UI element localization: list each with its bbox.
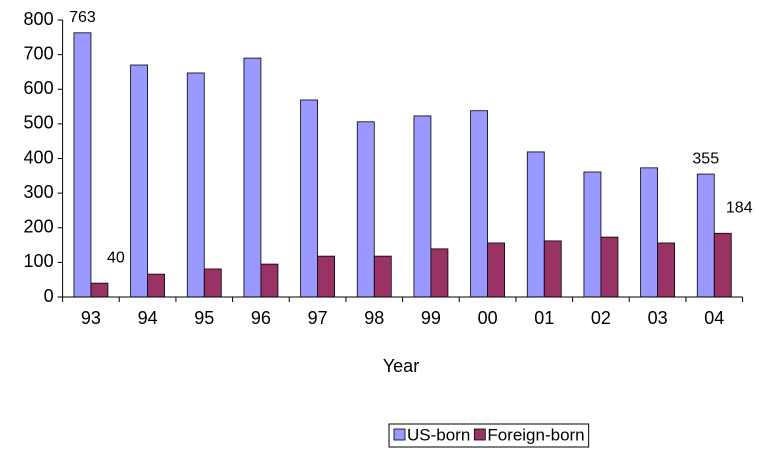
bar bbox=[203, 268, 222, 298]
y-tick-label: 0 bbox=[44, 286, 54, 306]
x-tick-label: 00 bbox=[478, 308, 498, 328]
bar bbox=[640, 167, 658, 298]
bar bbox=[243, 57, 262, 298]
bar bbox=[526, 151, 545, 298]
legend-label: Foreign-born bbox=[487, 425, 584, 444]
y-tick-label: 300 bbox=[24, 182, 54, 202]
y-tick-label: 400 bbox=[24, 147, 54, 167]
x-tick-label: 99 bbox=[421, 308, 441, 328]
bar bbox=[130, 64, 149, 298]
legend-swatch bbox=[393, 428, 406, 441]
x-tick-label: 94 bbox=[138, 308, 158, 328]
bar bbox=[260, 263, 279, 298]
bar bbox=[73, 32, 92, 298]
legend-label: US-born bbox=[407, 425, 470, 444]
y-tick-label: 600 bbox=[24, 78, 54, 98]
x-tick-label: 01 bbox=[534, 308, 554, 328]
bar bbox=[147, 273, 166, 298]
y-tick-label: 100 bbox=[24, 251, 54, 271]
data-label: 763 bbox=[69, 9, 96, 26]
data-label: 355 bbox=[692, 150, 719, 167]
data-label: 184 bbox=[726, 200, 753, 217]
bar bbox=[430, 248, 449, 298]
bar bbox=[487, 242, 506, 298]
bar bbox=[90, 282, 109, 298]
bar bbox=[543, 240, 562, 298]
bar bbox=[373, 255, 392, 298]
bar bbox=[470, 110, 489, 298]
bar bbox=[356, 121, 375, 298]
x-tick-label: 95 bbox=[194, 308, 214, 328]
bar bbox=[300, 99, 319, 298]
bar bbox=[317, 255, 336, 298]
x-axis-title: Year bbox=[383, 356, 419, 376]
legend-swatch bbox=[473, 428, 486, 441]
x-tick-label: 04 bbox=[704, 308, 724, 328]
bar bbox=[600, 236, 619, 298]
legend-box bbox=[388, 423, 590, 448]
bar bbox=[583, 171, 602, 298]
x-tick-label: 98 bbox=[364, 308, 384, 328]
x-tick-label: 93 bbox=[81, 308, 101, 328]
y-tick-label: 500 bbox=[24, 113, 54, 133]
bar bbox=[657, 242, 675, 298]
y-tick-label: 800 bbox=[24, 9, 54, 29]
x-tick-label: 02 bbox=[591, 308, 611, 328]
bar bbox=[186, 72, 205, 298]
bar bbox=[413, 115, 432, 298]
bar bbox=[713, 232, 732, 298]
x-tick-label: 97 bbox=[308, 308, 328, 328]
y-tick-label: 200 bbox=[24, 217, 54, 237]
x-tick-label: 96 bbox=[251, 308, 271, 328]
data-label: 40 bbox=[107, 249, 125, 266]
bar bbox=[696, 173, 715, 298]
y-tick-label: 700 bbox=[24, 43, 54, 63]
x-tick-label: 03 bbox=[648, 308, 668, 328]
